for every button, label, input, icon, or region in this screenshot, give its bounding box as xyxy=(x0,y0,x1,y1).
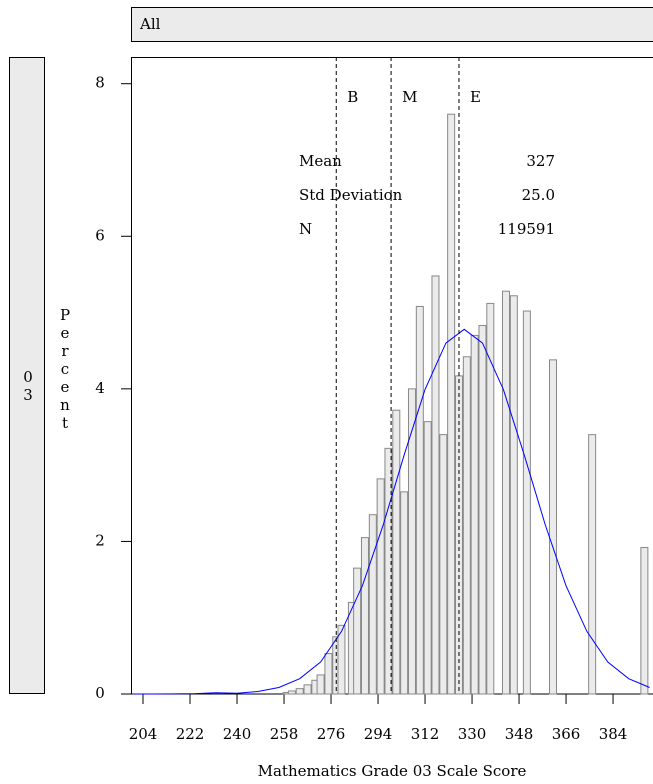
bar xyxy=(509,295,518,695)
bar xyxy=(501,290,510,695)
x-axis-label: Mathematics Grade 03 Scale Score xyxy=(258,762,527,780)
bar xyxy=(337,624,346,695)
stat-value: 327 xyxy=(526,152,555,170)
bar xyxy=(462,356,471,695)
bar xyxy=(368,514,377,695)
stat-label: N xyxy=(299,220,312,238)
stat-label: Std Deviation xyxy=(299,186,403,204)
x-tick-label: 348 xyxy=(505,725,534,743)
x-tick-label: 204 xyxy=(129,725,158,743)
bar xyxy=(400,491,409,695)
bar xyxy=(548,359,557,695)
bar xyxy=(303,684,312,695)
x-tick-label: 276 xyxy=(317,725,346,743)
bar xyxy=(431,275,440,695)
strip-label: 03 xyxy=(19,368,37,404)
bar xyxy=(360,537,369,695)
bar xyxy=(324,653,333,695)
left-strip xyxy=(9,57,45,694)
top-strip xyxy=(131,7,653,42)
bar xyxy=(640,547,649,695)
x-tick-label: 258 xyxy=(270,725,299,743)
bar xyxy=(353,567,362,695)
bar xyxy=(407,388,416,695)
reference-label: M xyxy=(402,88,417,106)
strip-label: All xyxy=(139,15,161,33)
stat-value: 25.0 xyxy=(522,186,555,204)
bar xyxy=(376,478,385,695)
bar xyxy=(423,421,432,695)
bar xyxy=(392,409,401,695)
x-tick-label: 330 xyxy=(458,725,487,743)
y-tick-label: 6 xyxy=(95,226,105,244)
x-tick-label: 294 xyxy=(364,725,393,743)
reference-label: E xyxy=(470,88,481,106)
bar xyxy=(478,325,487,695)
bar xyxy=(486,302,495,695)
bar xyxy=(439,434,448,695)
y-axis-label: Percent xyxy=(56,306,74,432)
bar xyxy=(522,310,531,695)
x-tick-label: 366 xyxy=(552,725,581,743)
y-tick-label: 0 xyxy=(95,684,105,702)
x-tick-label: 222 xyxy=(176,725,205,743)
bar xyxy=(447,113,456,695)
bar xyxy=(470,334,479,695)
normal-curve xyxy=(132,328,650,695)
y-tick-label: 2 xyxy=(95,531,105,549)
y-tick-label: 4 xyxy=(95,379,105,397)
stat-label: Mean xyxy=(299,152,342,170)
x-tick-label: 240 xyxy=(223,725,252,743)
bar xyxy=(295,688,304,695)
x-tick-label: 384 xyxy=(599,725,628,743)
bar xyxy=(384,447,393,695)
y-tick-label: 8 xyxy=(95,74,105,92)
bar xyxy=(415,305,424,695)
stat-value: 119591 xyxy=(498,220,555,238)
bar xyxy=(287,690,296,695)
reference-label: B xyxy=(347,88,358,106)
bar xyxy=(316,674,325,695)
bar xyxy=(588,434,597,695)
x-tick-label: 312 xyxy=(411,725,440,743)
